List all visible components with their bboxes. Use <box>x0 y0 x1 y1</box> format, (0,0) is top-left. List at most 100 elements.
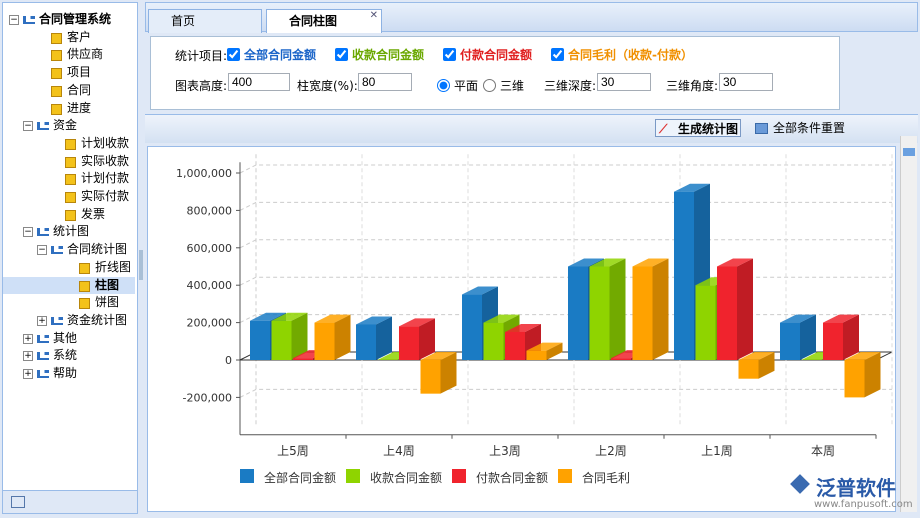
tree-row[interactable]: + 其他 <box>3 330 135 347</box>
tree-label: 资金 <box>53 118 78 133</box>
toggle[interactable]: + <box>23 369 33 379</box>
tree-row[interactable]: − 合同管理系统 <box>3 11 135 28</box>
tree-row[interactable]: 计划收款 <box>3 135 135 152</box>
toggle[interactable]: − <box>9 15 19 25</box>
logo-url: www.fanpusoft.com <box>814 499 913 510</box>
width-input[interactable] <box>358 73 412 91</box>
toggle[interactable]: − <box>23 121 33 132</box>
bar-front <box>483 322 504 360</box>
angle-input[interactable] <box>719 73 773 91</box>
checkbox[interactable] <box>227 48 240 61</box>
toolbar: ⟋ 生成统计图 全部条件重置 <box>145 114 918 143</box>
bar-front <box>293 358 313 360</box>
bar <box>780 314 816 360</box>
tree-row[interactable]: 计划付款 <box>3 170 135 187</box>
list-icon[interactable] <box>11 496 25 508</box>
toggle[interactable]: − <box>37 245 47 256</box>
reset-icon <box>755 123 768 134</box>
tree-row[interactable]: + 系统 <box>3 347 135 364</box>
tab-close[interactable]: ✕ <box>369 10 378 21</box>
tree-row[interactable]: 饼图 <box>3 294 135 311</box>
bar-front <box>674 191 694 360</box>
bar-front <box>271 320 292 360</box>
tree-row[interactable]: 项目 <box>3 64 135 81</box>
bar-top <box>462 286 498 295</box>
checkbox[interactable] <box>443 48 456 61</box>
tree-row[interactable]: 进度 <box>3 100 135 117</box>
x-tick-label: 上4周 <box>383 444 415 458</box>
scrollbar[interactable] <box>900 136 917 512</box>
checkbox[interactable] <box>551 48 564 61</box>
leaf-icon <box>65 156 76 168</box>
folder-icon <box>37 122 49 131</box>
tree-row[interactable]: + 帮助 <box>3 365 135 382</box>
check[interactable]: 收款合同金额 <box>335 46 424 63</box>
x-tick-label: 上5周 <box>277 444 309 458</box>
bar <box>632 258 669 360</box>
tree-row[interactable]: − 统计图 <box>3 223 135 240</box>
y-tick-label: 1,000,000 <box>176 167 232 180</box>
bar-front <box>314 322 335 360</box>
height-input[interactable] <box>228 73 290 91</box>
radio-button[interactable] <box>437 79 450 92</box>
toggle[interactable]: + <box>23 333 33 344</box>
splitter[interactable] <box>139 250 143 280</box>
bar-top <box>717 258 753 267</box>
bar-top <box>632 258 669 267</box>
bar <box>589 258 626 360</box>
tree-row[interactable]: 供应商 <box>3 46 135 63</box>
label: 三维深度: <box>544 79 597 93</box>
tab-active[interactable]: 合同柱图 ✕ <box>266 9 382 33</box>
leaf-icon <box>65 192 76 203</box>
check[interactable]: 合同毛利（收款-付款） <box>551 46 693 63</box>
scroll-thumb[interactable] <box>903 148 915 156</box>
checkbox[interactable] <box>335 48 348 61</box>
x-tick-label: 上3周 <box>489 444 521 458</box>
tree-row[interactable]: 实际付款 <box>3 188 135 205</box>
generate-button[interactable]: ⟋ 生成统计图 <box>655 119 741 137</box>
tab[interactable]: 首页 <box>148 9 262 33</box>
bar-front <box>526 350 547 360</box>
tree-label: 进度 <box>67 100 92 115</box>
radio[interactable]: 三维 <box>483 77 524 94</box>
check-label: 付款合同金额 <box>460 48 533 62</box>
grid-line <box>239 164 892 174</box>
folder-icon <box>51 246 63 255</box>
tree-row[interactable]: 客户 <box>3 29 135 46</box>
tree-label: 合同管理系统 <box>39 12 112 26</box>
tree-row[interactable]: 实际收款 <box>3 153 135 170</box>
reset-button[interactable]: 全部条件重置 <box>753 119 845 137</box>
tree-row[interactable]: 柱图 <box>3 276 135 294</box>
tree-row[interactable]: − 资金 <box>3 117 135 134</box>
radio[interactable]: 平面 <box>437 77 478 94</box>
tree-label: 合同 <box>67 82 92 97</box>
toggle[interactable]: − <box>23 227 33 238</box>
label: 图表高度: <box>175 79 228 93</box>
tree-row[interactable]: − 合同统计图 <box>3 241 135 258</box>
bar <box>420 352 457 394</box>
toggle[interactable]: + <box>37 315 47 326</box>
radio-button[interactable] <box>483 79 496 92</box>
label: 统计项目: <box>175 49 228 63</box>
tree-row[interactable]: + 资金统计图 <box>3 312 135 329</box>
bar-top <box>844 352 881 360</box>
tree-row[interactable]: 折线图 <box>3 259 135 276</box>
y-tick-label: -200,000 <box>183 391 232 404</box>
grid-line <box>239 239 892 249</box>
depth-input[interactable] <box>597 73 651 91</box>
check[interactable]: 付款合同金额 <box>443 46 532 63</box>
button-label: 全部条件重置 <box>773 121 846 135</box>
tree-label: 其他 <box>53 330 78 345</box>
tree-row[interactable]: 发票 <box>3 206 135 223</box>
folder-icon <box>37 334 49 343</box>
tree-label: 折线图 <box>95 259 132 274</box>
legend-swatch <box>346 469 360 483</box>
legend-swatch <box>240 469 254 483</box>
check[interactable]: 全部合同金额 <box>227 46 316 63</box>
tree-label: 帮助 <box>53 366 78 380</box>
bar-top <box>780 314 816 323</box>
legend-label: 全部合同金额 <box>264 470 336 485</box>
y-tick-label: 600,000 <box>187 242 233 255</box>
toggle[interactable]: + <box>23 351 33 362</box>
tree-row[interactable]: 合同 <box>3 82 135 99</box>
